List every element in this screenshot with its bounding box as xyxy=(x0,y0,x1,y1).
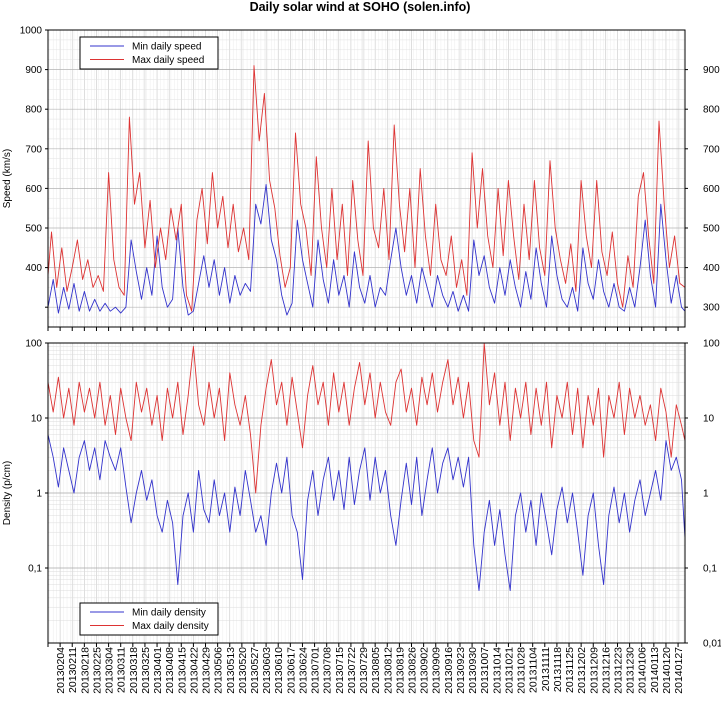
y-tick-label-right: 0,1 xyxy=(703,564,717,575)
x-tick-label: 20130325 xyxy=(140,647,152,694)
x-tick-label: 20140113 xyxy=(649,647,661,693)
y-axis-label: Density (p/cm) xyxy=(2,461,13,525)
y-tick-label-right: 900 xyxy=(703,65,720,76)
x-tick-label: 20130506 xyxy=(213,647,225,694)
y-tick-label-left: 10 xyxy=(31,414,43,425)
svg-text:Max daily density: Max daily density xyxy=(132,621,209,632)
y-tick-label-right: 800 xyxy=(703,105,720,116)
x-tick-label: 20131118 xyxy=(552,647,564,692)
horizontal-grid xyxy=(48,346,685,644)
y-tick-label-left: 800 xyxy=(25,105,42,116)
x-tick-label: 20130923 xyxy=(455,647,467,694)
y-tick-label-right: 700 xyxy=(703,144,720,155)
y-tick-label-right: 0,01 xyxy=(703,639,721,650)
legend-max-density: Max daily density xyxy=(90,621,209,632)
y-tick-label-right: 400 xyxy=(703,263,720,274)
y-axis-label: Speed (km/s) xyxy=(2,149,13,208)
x-tick-label: 20130729 xyxy=(358,647,370,694)
x-tick-label: 20131007 xyxy=(479,647,491,694)
x-tick-label: 20130610 xyxy=(273,647,285,694)
x-tick-label: 20140120 xyxy=(661,647,673,694)
y-tick-label-right: 600 xyxy=(703,184,720,195)
x-tick-label: 20130617 xyxy=(285,647,297,694)
x-tick-label: 20130826 xyxy=(407,647,419,694)
x-tick-label: 20131125 xyxy=(564,647,576,693)
x-tick-label: 20130429 xyxy=(201,647,213,694)
x-tick-label: 20130916 xyxy=(443,647,455,694)
x-tick-label: 20130311 xyxy=(116,647,128,693)
legend-min-speed: Min daily speed xyxy=(90,42,201,53)
x-tick-label: 20131209 xyxy=(588,647,600,694)
y-tick-label-right: 100 xyxy=(703,339,720,350)
speed-panel: 400 500 600 700 800 900 1000 300 400 500 600 700 800… xyxy=(2,26,720,328)
x-tick-label: 20130715 xyxy=(334,647,346,694)
y-tick-label-left: 500 xyxy=(25,224,42,235)
x-tick-label: 20130930 xyxy=(467,647,479,694)
density-panel: 0,1 1 10 100 0,01 0,1 1 10 100 Density (p/cm) Min … xyxy=(2,327,721,694)
x-tick-label: 20131202 xyxy=(576,647,588,694)
legend: Min daily density Max daily density xyxy=(79,602,219,636)
x-tick-label: 20130304 xyxy=(104,647,116,694)
y-tick-label-left: 1000 xyxy=(20,26,43,37)
min-density-line xyxy=(47,434,686,592)
x-tick-label: 20131021 xyxy=(503,647,515,694)
x-tick-label: 20131111 xyxy=(540,647,552,692)
x-axis: 20130204 20130211 20130218 20130225 20130304… xyxy=(47,327,685,694)
x-tick-label: 20140106 xyxy=(637,647,649,694)
y-tick-label-right: 10 xyxy=(703,414,715,425)
x-tick-label: 20130603 xyxy=(261,647,273,694)
legend-max-speed: Max daily speed xyxy=(90,55,204,66)
x-tick-label: 20130520 xyxy=(237,647,249,694)
svg-text:Min daily density: Min daily density xyxy=(132,608,206,619)
legend: Min daily speed Max daily speed xyxy=(79,36,219,70)
y-tick-label-left: 400 xyxy=(25,263,42,274)
x-tick-label: 20130422 xyxy=(188,647,200,694)
x-tick-label: 20130401 xyxy=(152,647,164,694)
x-tick-label: 20130513 xyxy=(225,647,237,694)
y-tick-label-left: 0,1 xyxy=(28,564,42,575)
x-tick-label: 20140127 xyxy=(673,647,685,694)
svg-text:Min daily speed: Min daily speed xyxy=(132,42,201,53)
x-tick-label: 20130204 xyxy=(55,647,67,694)
x-tick-label: 20130708 xyxy=(322,647,334,694)
x-tick-label: 20130624 xyxy=(298,647,310,694)
x-tick-label: 20130902 xyxy=(419,647,431,694)
x-tick-label: 20131014 xyxy=(491,647,503,694)
y-tick-label-left: 1 xyxy=(36,489,42,500)
legend-min-density: Min daily density xyxy=(90,608,206,619)
y-tick-label-left: 700 xyxy=(25,144,42,155)
chart-title: Daily solar wind at SOHO (solen.info) xyxy=(250,0,471,14)
x-tick-label: 20131028 xyxy=(516,647,528,694)
x-tick-label: 20130722 xyxy=(346,647,358,694)
x-tick-label: 20130909 xyxy=(431,647,443,694)
y-tick-label-right: 300 xyxy=(703,303,720,314)
x-tick-label: 20130408 xyxy=(164,647,176,694)
x-tick-label: 20130527 xyxy=(249,647,261,694)
plot-frame xyxy=(47,29,686,328)
y-tick-label-right: 1 xyxy=(703,489,709,500)
max-density-line xyxy=(47,342,686,494)
svg-text:Max daily speed: Max daily speed xyxy=(132,55,204,66)
x-tick-label: 20130819 xyxy=(394,647,406,694)
x-tick-label: 20130805 xyxy=(370,647,382,694)
x-tick-label: 20131104 xyxy=(528,647,540,693)
y-tick-label-left: 100 xyxy=(25,339,42,350)
y-tick-label-left: 900 xyxy=(25,65,42,76)
y-tick-label-left: 600 xyxy=(25,184,42,195)
x-tick-label: 20131223 xyxy=(613,647,625,694)
x-tick-label: 20131216 xyxy=(600,647,612,694)
x-tick-label: 20131230 xyxy=(625,647,637,694)
x-tick-label: 20130218 xyxy=(79,647,91,694)
y-tick-label-right: 500 xyxy=(703,224,720,235)
x-tick-label: 20130701 xyxy=(310,647,322,694)
max-speed-line xyxy=(47,65,686,312)
x-tick-label: 20130318 xyxy=(128,647,140,694)
x-tick-label: 20130211 xyxy=(67,647,79,693)
x-tick-label: 20130415 xyxy=(176,647,188,694)
x-tick-label: 20130225 xyxy=(92,647,104,694)
x-tick-label: 20130812 xyxy=(382,647,394,694)
min-speed-line xyxy=(47,183,686,316)
